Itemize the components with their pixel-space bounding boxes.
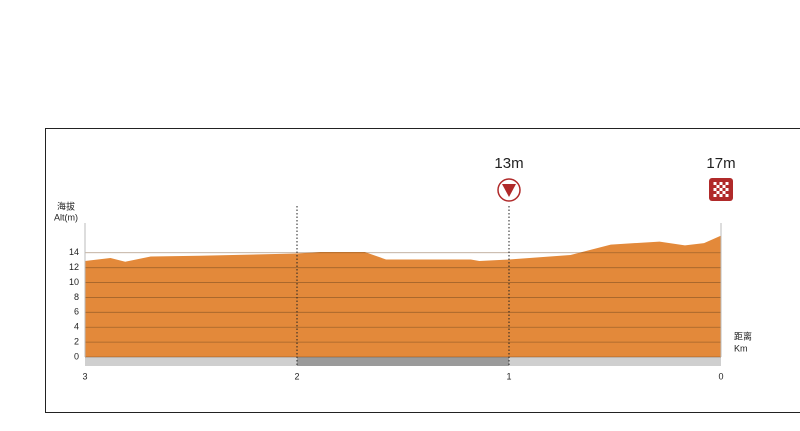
x-axis-label: Km — [734, 343, 748, 353]
finish-check — [725, 182, 729, 185]
x-axis-label: 距离 — [734, 330, 752, 341]
y-tick-label: 0 — [74, 351, 79, 361]
x-tick-label: 3 — [82, 371, 87, 381]
y-tick-label: 2 — [74, 336, 79, 346]
y-axis-label: Alt(m) — [54, 212, 78, 222]
finish-check — [713, 194, 717, 197]
finish-check — [722, 185, 726, 188]
finish-check — [725, 194, 729, 197]
finish-check — [719, 188, 723, 191]
finish-check — [713, 182, 717, 185]
marker-label: 17m — [706, 155, 735, 172]
y-tick-label: 4 — [74, 322, 79, 332]
y-tick-label: 6 — [74, 307, 79, 317]
finish-check — [713, 188, 717, 191]
elevation-area — [85, 235, 721, 357]
finish-check — [725, 188, 729, 191]
finish-check — [716, 185, 720, 188]
descent-arrow — [502, 184, 516, 197]
finish-icon — [709, 178, 733, 201]
finish-check — [716, 191, 720, 194]
finish-check — [719, 194, 723, 197]
x-tick-label: 0 — [718, 371, 723, 381]
x-tick-label: 1 — [506, 371, 511, 381]
y-tick-label: 12 — [69, 262, 79, 272]
y-tick-label: 8 — [74, 292, 79, 302]
finish-check — [722, 191, 726, 194]
x-tick-label: 2 — [294, 371, 299, 381]
y-tick-label: 14 — [69, 247, 79, 257]
frame — [45, 128, 800, 413]
highlight-band — [297, 357, 509, 366]
y-axis-label: 海拔 — [57, 200, 75, 211]
finish-check — [719, 182, 723, 185]
marker-label: 13m — [494, 155, 523, 172]
y-tick-label: 10 — [69, 277, 79, 287]
